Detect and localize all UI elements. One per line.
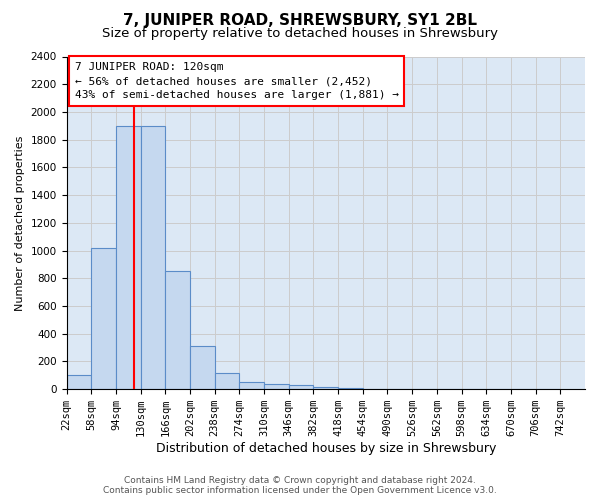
Bar <box>338 388 363 389</box>
Bar <box>264 384 289 389</box>
Bar <box>165 272 190 389</box>
Bar <box>140 126 165 389</box>
Text: 7, JUNIPER ROAD, SHREWSBURY, SY1 2BL: 7, JUNIPER ROAD, SHREWSBURY, SY1 2BL <box>123 12 477 28</box>
Bar <box>91 248 116 389</box>
Bar <box>239 382 264 389</box>
Y-axis label: Number of detached properties: Number of detached properties <box>15 135 25 310</box>
Bar <box>190 346 215 389</box>
Bar <box>116 126 140 389</box>
Bar <box>289 385 313 389</box>
X-axis label: Distribution of detached houses by size in Shrewsbury: Distribution of detached houses by size … <box>155 442 496 455</box>
Bar <box>215 372 239 389</box>
Text: Size of property relative to detached houses in Shrewsbury: Size of property relative to detached ho… <box>102 28 498 40</box>
Bar <box>67 376 91 389</box>
Bar <box>313 387 338 389</box>
Text: 7 JUNIPER ROAD: 120sqm
← 56% of detached houses are smaller (2,452)
43% of semi-: 7 JUNIPER ROAD: 120sqm ← 56% of detached… <box>75 62 399 100</box>
Text: Contains HM Land Registry data © Crown copyright and database right 2024.
Contai: Contains HM Land Registry data © Crown c… <box>103 476 497 495</box>
